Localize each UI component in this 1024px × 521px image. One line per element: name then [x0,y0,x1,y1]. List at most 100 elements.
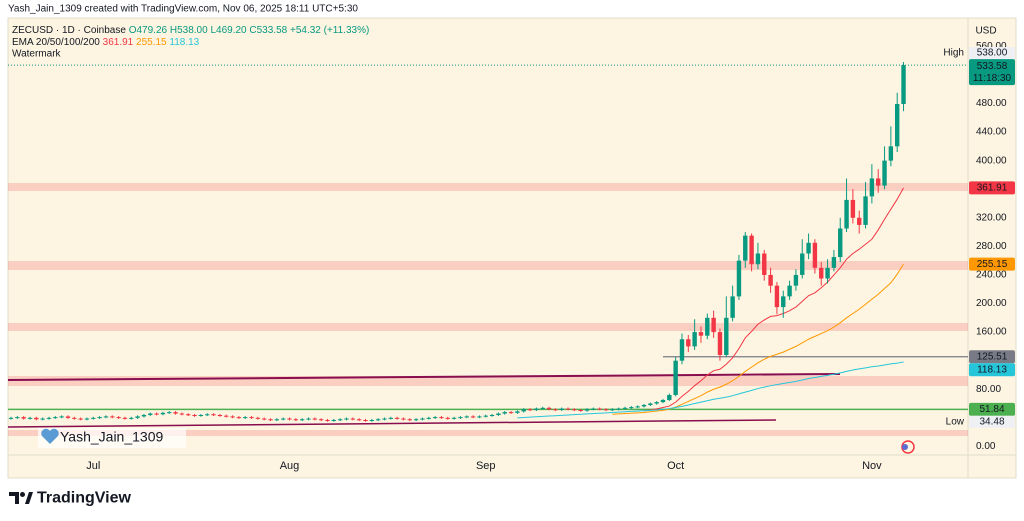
candle-body [888,146,894,161]
candle-body [901,65,906,104]
watermark-label: Watermark [12,49,62,60]
plot [8,62,968,422]
heart-icon [41,428,59,444]
candle-body [477,416,482,418]
ema-line [612,263,904,415]
candle-body [103,416,109,418]
candle-body [711,317,716,333]
price-tag: 125.51 [977,351,1008,362]
watermark-box [38,428,186,448]
ema-line [517,361,904,419]
candle-body [350,418,356,420]
candle-body [173,412,178,414]
candle-body [420,418,425,420]
candle-body [72,417,77,419]
candle-body [122,417,128,419]
candle-body [426,417,431,419]
candle-body [249,417,254,419]
header: Yash_Jain_1309 created with TradingView.… [8,4,358,15]
candle-body [736,260,742,297]
candle-body [160,412,166,415]
candle-body [53,417,58,419]
y-tick-label: 160.00 [976,327,1007,338]
candle-body [534,408,539,410]
candle-body [781,296,786,308]
zone [8,430,968,436]
candle-body [413,419,419,421]
x-tick-label: Sep [476,460,496,472]
candle-body [110,416,115,418]
legend-close: C533.58 [249,25,287,36]
price-tag: 255.15 [977,259,1008,270]
candle-body [280,418,286,420]
candle-body [850,199,856,218]
candle-body [774,285,780,308]
candle-body [838,228,843,258]
candle-body [154,413,159,415]
countdown: 11:18:30 [973,73,1012,84]
candle-body [565,408,571,410]
legend: ZECUSD · 1D · Coinbase O479.26 H538.00 L… [12,25,369,36]
logo-mark [25,492,33,504]
candle-body [129,417,134,419]
candle-body [192,414,197,416]
candle-body [262,418,267,420]
candle-body [236,417,242,419]
candle-body [167,412,172,414]
candle-body [65,416,71,418]
candle-body [325,419,330,421]
x-tick-label: Aug [280,460,300,472]
ema-line [643,187,904,412]
candle-body [521,409,526,412]
candle-body [863,196,868,225]
candle-body [648,403,653,405]
candle-body [306,418,311,420]
y-tick-label: 0.00 [976,441,996,452]
candle-body [603,409,609,411]
candle-body [337,419,343,421]
candle-body [198,414,204,416]
high-label-box [969,47,1015,60]
candle-body [21,417,26,419]
candle-body [572,409,577,411]
watermark-user: Yash_Jain_1309 [60,429,163,445]
candle-body [186,414,191,416]
high-label: High [943,48,964,59]
legend-low: L469.20 [210,25,247,36]
price-tag-box [969,350,1015,364]
candle-body [825,267,830,279]
price-axis: 560.00 480.00 440.00 400.00 320.00 280.00 240.… [943,41,1015,452]
news-icon-dot [902,444,908,450]
y-tick-label: 240.00 [976,270,1007,281]
candle-body [388,417,393,419]
candle-body [895,103,900,147]
price-tag: 361.91 [977,182,1008,193]
candle-body [641,404,647,407]
candle-body [470,416,476,418]
candle-body [451,417,457,419]
candle-body [629,407,634,409]
candle-body [318,419,324,421]
indicator-value: 255.15 [136,37,167,48]
candle-body [610,409,615,411]
candle-body [597,408,602,410]
y-tick-label: 440.00 [976,127,1007,138]
y-tick-label: 480.00 [976,98,1007,109]
candle-body [8,417,14,419]
candle-body [698,332,704,336]
x-tick-label: Nov [862,460,882,472]
candle-body [654,402,659,404]
candle-body [439,417,444,419]
y-tick-label: 80.00 [976,384,1001,395]
candle-body [287,418,292,420]
candle-body [375,419,381,421]
candle-body [591,408,596,410]
candle-body [40,418,45,420]
candle-body [622,407,628,409]
candle-body [312,418,318,420]
candle-body [363,419,368,421]
candle-body [502,412,507,414]
y-tick-label: 320.00 [976,212,1007,223]
candle-body [768,274,773,286]
